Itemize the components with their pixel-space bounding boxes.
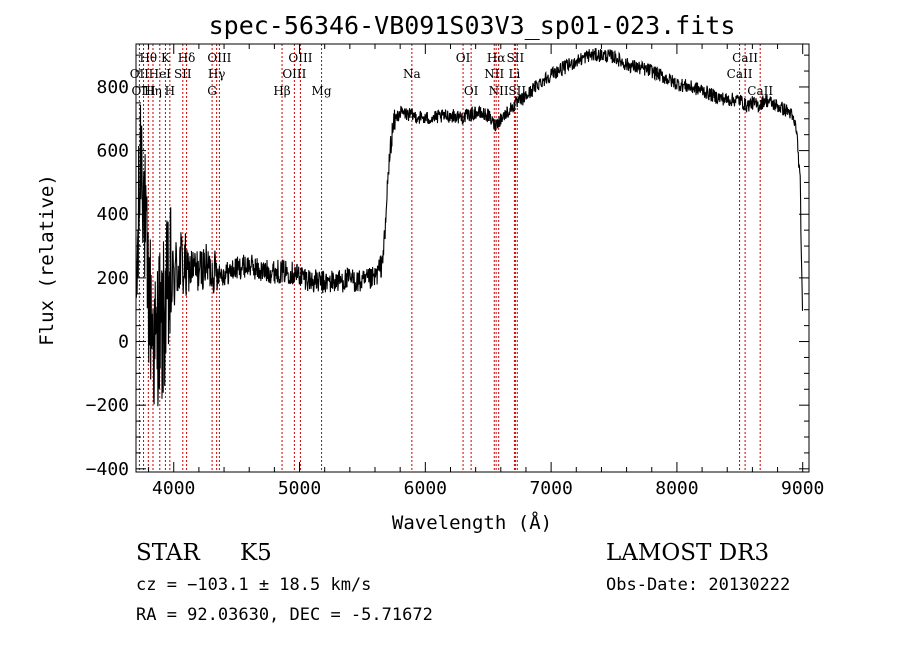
x-axis-ticks: 4000 5000 6000 7000 8000 9000 xyxy=(148,44,824,499)
line-label: Hθ xyxy=(139,51,157,65)
x-tick-label: 4000 xyxy=(152,478,195,499)
x-tick-label: 8000 xyxy=(655,478,698,499)
line-label: Na xyxy=(403,67,421,81)
redshift-cz: cz = −103.1 ± 18.5 km/s xyxy=(136,575,371,595)
y-tick-label: 800 xyxy=(96,77,129,98)
line-label: NII xyxy=(489,84,509,98)
line-label: OI xyxy=(464,84,479,98)
line-label: G xyxy=(207,84,217,98)
line-label: Hδ xyxy=(178,51,196,65)
line-label: K xyxy=(161,51,171,65)
x-tick-label: 7000 xyxy=(529,478,572,499)
x-axis-label: Wavelength (Å) xyxy=(392,511,552,534)
line-label: SII xyxy=(507,51,525,65)
chart-title: spec-56346-VB091S03V3_sp01-023.fits xyxy=(209,11,736,40)
line-label: Hβ xyxy=(273,84,290,98)
line-label: CaII xyxy=(727,67,753,81)
y-tick-label: 400 xyxy=(96,204,129,225)
line-label: OIII xyxy=(207,51,231,65)
line-label: CaII xyxy=(747,84,773,98)
line-markers xyxy=(138,44,761,472)
line-label: OIII xyxy=(132,84,156,98)
plot-frame xyxy=(135,43,810,473)
line-label: H xyxy=(165,84,175,98)
object-class: STAR xyxy=(136,540,200,566)
spectrum-line xyxy=(135,48,804,407)
y-tick-label: −400 xyxy=(86,459,129,480)
line-label: Hγ xyxy=(208,67,226,81)
line-label: CaII xyxy=(732,51,758,65)
line-label: Hη xyxy=(144,84,162,98)
y-axis-label: Flux (relative) xyxy=(36,174,58,346)
y-tick-label: 0 xyxy=(118,332,129,353)
line-label: NII xyxy=(484,67,504,81)
x-tick-label: 9000 xyxy=(781,478,824,499)
line-labels: Hθ OII OIII K HeI Hη H Hδ SII OIII Hγ G OIII OIII Hβ Mg… xyxy=(130,51,774,98)
y-axis-ticks: −400 −200 0 200 400 600 800 xyxy=(86,54,809,480)
line-label: OII xyxy=(130,67,150,81)
line-label: OI xyxy=(456,51,471,65)
line-label: OIII xyxy=(288,51,312,65)
x-tick-label: 6000 xyxy=(404,478,447,499)
line-label: Hα xyxy=(487,51,506,65)
line-label: SII xyxy=(174,67,192,81)
line-label: OIII xyxy=(282,67,306,81)
survey-name: LAMOST DR3 xyxy=(606,540,769,566)
line-label: HeI xyxy=(149,67,172,81)
obs-date: Obs-Date: 20130222 xyxy=(606,575,790,595)
coordinates: RA = 92.03630, DEC = -5.71672 xyxy=(136,605,433,625)
x-tick-label: 5000 xyxy=(278,478,321,499)
y-tick-label: 200 xyxy=(96,268,129,289)
y-tick-label: 600 xyxy=(96,141,129,162)
line-label: Mg xyxy=(312,84,332,98)
line-label: Li xyxy=(508,67,520,81)
y-tick-label: −200 xyxy=(86,395,129,416)
object-subclass: K5 xyxy=(240,540,272,566)
